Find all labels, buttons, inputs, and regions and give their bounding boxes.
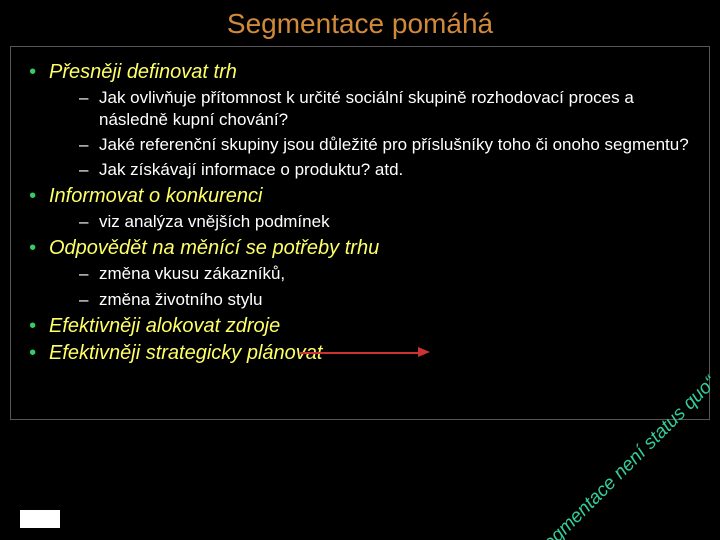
arrow-head — [418, 347, 430, 357]
arrow-icon — [300, 348, 430, 358]
sub-list-item: Jak ovlivňuje přítomnost k určité sociál… — [79, 87, 695, 131]
slide: Segmentace pomáhá Přesněji definovat trh… — [0, 0, 720, 540]
sub-list-item: Jaké referenční skupiny jsou důležité pr… — [79, 134, 695, 156]
slide-title: Segmentace pomáhá — [0, 0, 720, 46]
sub-list: Jak ovlivňuje přítomnost k určité sociál… — [49, 87, 695, 181]
content-area: Přesněji definovat trh Jak ovlivňuje pří… — [10, 46, 710, 420]
footer-placeholder — [20, 510, 60, 528]
sub-list-item: změna životního stylu — [79, 289, 695, 311]
bullet-list: Přesněji definovat trh Jak ovlivňuje pří… — [25, 61, 695, 365]
list-item-text: Efektivněji alokovat zdroje — [49, 315, 280, 337]
sub-list: viz analýza vnějších podmínek — [49, 211, 695, 233]
list-item-text: Efektivněji strategicky plánovat — [49, 342, 322, 364]
list-item-text: Přesněji definovat trh — [49, 61, 237, 83]
list-item: Informovat o konkurenci viz analýza vněj… — [25, 185, 695, 233]
sub-list-item: změna vkusu zákazníků, — [79, 263, 695, 285]
sub-list-item: viz analýza vnějších podmínek — [79, 211, 695, 233]
list-item: Odpovědět na měnící se potřeby trhu změn… — [25, 237, 695, 310]
sub-list: změna vkusu zákazníků, změna životního s… — [49, 263, 695, 310]
list-item-text: Odpovědět na měnící se potřeby trhu — [49, 237, 379, 259]
list-item: Efektivněji alokovat zdroje — [25, 315, 695, 338]
sub-list-item: Jak získávají informace o produktu? atd. — [79, 159, 695, 181]
arrow-line — [300, 352, 420, 354]
list-item: Přesněji definovat trh Jak ovlivňuje pří… — [25, 61, 695, 181]
list-item-text: Informovat o konkurenci — [49, 185, 262, 207]
